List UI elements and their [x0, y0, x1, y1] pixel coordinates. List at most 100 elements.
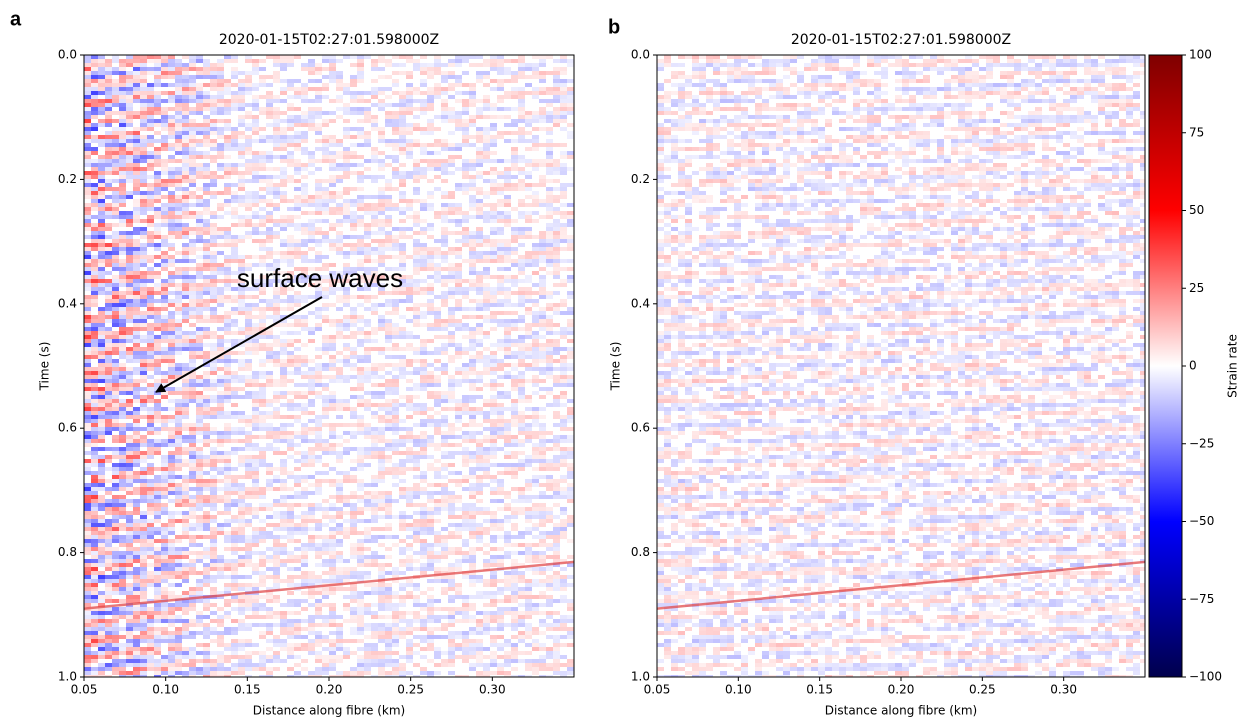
texture-cell: [357, 295, 364, 299]
texture-cell: [420, 383, 427, 387]
texture-cell: [203, 71, 210, 75]
texture-cell: [322, 195, 329, 199]
texture-cell: [560, 111, 567, 115]
texture-cell: [546, 323, 553, 327]
texture-cell: [329, 159, 336, 163]
texture-cell: [231, 351, 238, 355]
texture-cell: [119, 291, 126, 295]
texture-cell: [119, 431, 126, 435]
texture-cell: [399, 111, 406, 115]
texture-cell: [476, 71, 483, 75]
texture-cell: [476, 395, 483, 399]
texture-cell: [84, 123, 91, 127]
texture-cell: [350, 363, 357, 367]
texture-cell: [294, 315, 301, 319]
texture-cell: [280, 59, 287, 63]
texture-cell: [98, 319, 105, 323]
texture-cell: [238, 215, 245, 219]
texture-cell: [399, 463, 406, 467]
texture-cell: [238, 103, 245, 107]
texture-cell: [133, 399, 140, 403]
texture-cell: [476, 327, 483, 331]
texture-cell: [273, 315, 280, 319]
texture-cell: [182, 339, 189, 343]
texture-cell: [210, 431, 217, 435]
texture-cell: [462, 351, 469, 355]
texture-cell: [147, 447, 154, 451]
texture-cell: [210, 279, 217, 283]
texture-cell: [161, 187, 168, 191]
texture-cell: [385, 111, 392, 115]
texture-cell: [84, 115, 91, 119]
texture-cell: [259, 387, 266, 391]
texture-cell: [350, 135, 357, 139]
texture-cell: [420, 363, 427, 367]
texture-cell: [231, 307, 238, 311]
texture-cell: [168, 331, 175, 335]
texture-cell: [434, 431, 441, 435]
texture-cell: [91, 107, 98, 111]
texture-cell: [105, 271, 112, 275]
texture-cell: [126, 107, 133, 111]
texture-cell: [546, 263, 553, 267]
texture-cell: [175, 151, 182, 155]
texture-cell: [252, 347, 259, 351]
texture-cell: [168, 427, 175, 431]
texture-cell: [497, 367, 504, 371]
texture-cell: [154, 319, 161, 323]
texture-cell: [91, 399, 98, 403]
texture-cell: [462, 91, 469, 95]
texture-cell: [259, 135, 266, 139]
texture-cell: [119, 63, 126, 67]
texture-cell: [168, 199, 175, 203]
texture-cell: [119, 243, 126, 247]
texture-cell: [154, 95, 161, 99]
texture-cell: [518, 287, 525, 291]
texture-cell: [133, 455, 140, 459]
texture-cell: [91, 351, 98, 355]
texture-cell: [490, 311, 497, 315]
texture-cell: [322, 307, 329, 311]
texture-cell: [420, 387, 427, 391]
texture-cell: [217, 459, 224, 463]
texture-cell: [168, 463, 175, 467]
texture-cell: [189, 343, 196, 347]
texture-cell: [161, 239, 168, 243]
texture-cell: [224, 451, 231, 455]
texture-cell: [182, 311, 189, 315]
texture-cell: [196, 283, 203, 287]
texture-cell: [196, 463, 203, 467]
texture-cell: [504, 171, 511, 175]
texture-cell: [203, 307, 210, 311]
texture-cell: [448, 287, 455, 291]
texture-cell: [126, 147, 133, 151]
texture-cell: [98, 191, 105, 195]
texture-cell: [308, 439, 315, 443]
texture-cell: [203, 371, 210, 375]
texture-cell: [154, 147, 161, 151]
texture-cell: [413, 115, 420, 119]
texture-cell: [560, 455, 567, 459]
texture-cell: [392, 303, 399, 307]
texture-cell: [266, 427, 273, 431]
texture-cell: [140, 123, 147, 127]
texture-cell: [252, 455, 259, 459]
texture-cell: [84, 271, 91, 275]
texture-cell: [511, 319, 518, 323]
texture-cell: [336, 107, 343, 111]
texture-cell: [154, 343, 161, 347]
texture-cell: [546, 171, 553, 175]
texture-cell: [315, 255, 322, 259]
texture-cell: [196, 415, 203, 419]
texture-cell: [532, 211, 539, 215]
texture-cell: [126, 299, 133, 303]
texture-cell: [119, 215, 126, 219]
texture-cell: [161, 467, 168, 471]
texture-cell: [378, 407, 385, 411]
texture-cell: [294, 107, 301, 111]
texture-cell: [315, 379, 322, 383]
texture-cell: [441, 323, 448, 327]
texture-cell: [406, 199, 413, 203]
texture-cell: [182, 363, 189, 367]
texture-cell: [483, 303, 490, 307]
